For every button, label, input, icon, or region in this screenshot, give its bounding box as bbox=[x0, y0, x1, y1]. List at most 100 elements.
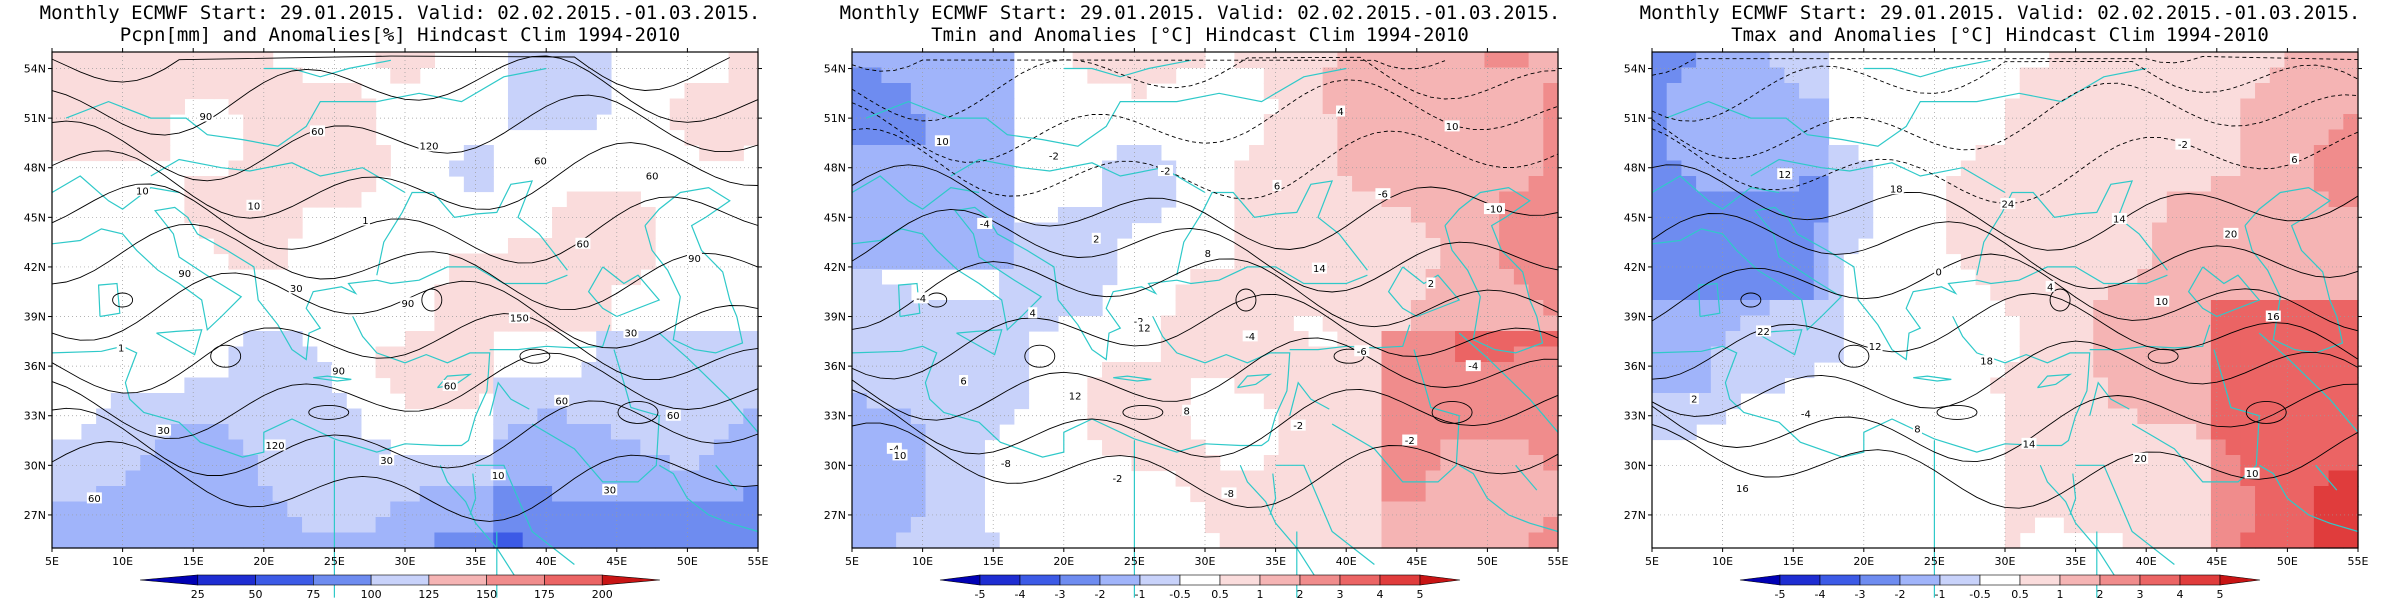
anomaly-cell bbox=[2210, 486, 2227, 503]
anomaly-cell bbox=[2284, 532, 2300, 549]
anomaly-cell bbox=[2313, 222, 2330, 239]
anomaly-cell bbox=[610, 191, 627, 208]
anomaly-cell bbox=[2181, 52, 2197, 69]
anomaly-cell bbox=[2255, 67, 2271, 84]
anomaly-cell bbox=[2034, 129, 2050, 146]
anomaly-cell bbox=[1754, 129, 1771, 146]
anomaly-cell bbox=[896, 346, 912, 363]
anomaly-cell bbox=[852, 362, 868, 379]
contour-labels: 6090609060906060901206030603090601201501… bbox=[86, 110, 702, 505]
anomaly-cell bbox=[2328, 284, 2344, 301]
anomaly-cell bbox=[316, 470, 333, 487]
anomaly-cell bbox=[257, 207, 274, 224]
anomaly-cell bbox=[1425, 176, 1441, 193]
anomaly-cell bbox=[1249, 222, 1265, 239]
anomaly-cell bbox=[2093, 486, 2109, 503]
anomaly-cell bbox=[1190, 439, 1206, 456]
anomaly-cell bbox=[1469, 222, 1486, 239]
anomaly-cell bbox=[1293, 160, 1309, 177]
anomaly-cell bbox=[1234, 377, 1250, 394]
anomaly-cell bbox=[507, 83, 524, 100]
anomaly-cell bbox=[1946, 176, 1962, 193]
anomaly-cell bbox=[1696, 253, 1712, 270]
anomaly-cell bbox=[1278, 191, 1294, 208]
anomaly-cell bbox=[1769, 114, 1785, 131]
anomaly-cell bbox=[478, 486, 494, 503]
anomaly-cell bbox=[1366, 269, 1383, 286]
anomaly-cell bbox=[2313, 114, 2330, 131]
anomaly-cell bbox=[1396, 52, 1412, 69]
anomaly-cell bbox=[655, 393, 671, 410]
anomaly-cell bbox=[257, 52, 274, 69]
anomaly-cell bbox=[896, 315, 912, 332]
anomaly-cell bbox=[669, 501, 686, 518]
anomaly-cell bbox=[2313, 300, 2330, 317]
lon-label: 5E bbox=[45, 555, 59, 568]
anomaly-cell bbox=[2137, 408, 2153, 425]
anomaly-cell bbox=[2313, 408, 2330, 425]
anomaly-cell bbox=[522, 52, 538, 69]
anomaly-cell bbox=[1381, 222, 1397, 239]
anomaly-cell bbox=[1293, 269, 1309, 286]
anomaly-cell bbox=[1425, 470, 1441, 487]
anomaly-cell bbox=[669, 532, 686, 549]
anomaly-cell bbox=[2299, 98, 2315, 115]
anomaly-cell bbox=[81, 532, 97, 549]
anomaly-cell bbox=[1013, 315, 1030, 332]
isoline bbox=[51, 55, 759, 136]
anomaly-cell bbox=[1990, 269, 2006, 286]
anomaly-cell bbox=[2093, 501, 2109, 518]
anomaly-cell bbox=[449, 532, 465, 549]
anomaly-cell bbox=[596, 532, 612, 549]
colorbar-label: 2 bbox=[2097, 588, 2104, 600]
contour-label-box bbox=[575, 237, 591, 249]
lon-label: 40E bbox=[536, 555, 557, 568]
anomaly-cell bbox=[910, 393, 927, 410]
anomaly-cell bbox=[1337, 145, 1353, 162]
lat-label: 45N bbox=[824, 211, 846, 224]
anomaly-cell bbox=[1322, 486, 1338, 503]
contour-label-box bbox=[1290, 419, 1306, 431]
contour-label-box bbox=[1028, 307, 1038, 319]
anomaly-cell bbox=[1263, 145, 1280, 162]
anomaly-cell bbox=[1322, 517, 1338, 534]
anomaly-cell bbox=[2240, 517, 2256, 534]
anomaly-cell bbox=[1352, 238, 1368, 255]
anomaly-cell bbox=[2049, 176, 2065, 193]
anomaly-cell bbox=[1975, 207, 1991, 224]
anomaly-cell bbox=[1043, 253, 1059, 270]
anomaly-cell bbox=[866, 222, 883, 239]
lon-label: 55E bbox=[1548, 555, 1569, 568]
anomaly-cell bbox=[1784, 129, 1800, 146]
anomaly-cell bbox=[1307, 501, 1324, 518]
anomaly-cell bbox=[346, 517, 362, 534]
anomaly-cell bbox=[140, 145, 156, 162]
anomaly-cell bbox=[2034, 455, 2050, 472]
anomaly-cell bbox=[2078, 486, 2094, 503]
anomaly-cell bbox=[110, 393, 127, 410]
anomaly-cell bbox=[1499, 52, 1515, 69]
anomaly-cell bbox=[1484, 67, 1500, 84]
anomaly-cell bbox=[1028, 238, 1044, 255]
anomaly-cell bbox=[1116, 222, 1133, 239]
anomaly-cell bbox=[2093, 362, 2109, 379]
colorbar-label: 5 bbox=[1417, 588, 1424, 600]
anomaly-cell bbox=[1725, 160, 1741, 177]
anomaly-cell bbox=[2019, 284, 2036, 301]
anomaly-cell bbox=[537, 83, 553, 100]
anomaly-cell bbox=[2019, 408, 2036, 425]
anomaly-cell bbox=[881, 191, 897, 208]
anomaly-cell bbox=[2122, 393, 2138, 410]
anomaly-cell bbox=[2107, 517, 2124, 534]
colorbar-label: 0.5 bbox=[1211, 588, 1229, 600]
anomaly-cell bbox=[2137, 377, 2153, 394]
anomaly-cell bbox=[2181, 362, 2197, 379]
anomaly-cell bbox=[610, 331, 627, 348]
anomaly-cell bbox=[1160, 346, 1177, 363]
anomaly-cell bbox=[713, 439, 730, 456]
anomaly-cell bbox=[999, 176, 1015, 193]
anomaly-cell bbox=[954, 83, 971, 100]
anomaly-cell bbox=[1146, 408, 1162, 425]
anomaly-cell bbox=[2328, 393, 2344, 410]
anomaly-cell bbox=[2005, 207, 2021, 224]
